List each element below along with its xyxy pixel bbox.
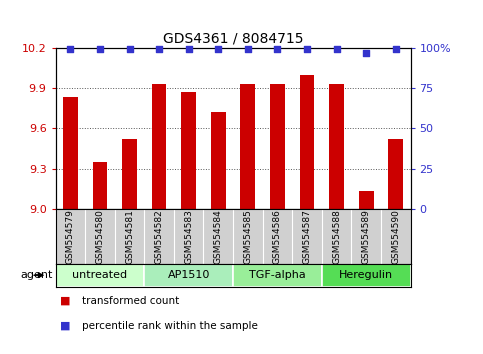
Text: GSM554589: GSM554589	[362, 209, 370, 264]
Text: GSM554587: GSM554587	[302, 209, 312, 264]
Text: GSM554586: GSM554586	[273, 209, 282, 264]
Text: GSM554584: GSM554584	[214, 209, 223, 264]
Point	[392, 47, 399, 52]
Text: ■: ■	[60, 296, 71, 306]
Bar	[359, 192, 373, 209]
Bar	[299, 75, 314, 209]
Text: GSM554588: GSM554588	[332, 209, 341, 264]
Bar	[93, 162, 107, 209]
Text: GSM554582: GSM554582	[155, 209, 164, 264]
Text: percentile rank within the sample: percentile rank within the sample	[82, 321, 258, 331]
Bar	[241, 84, 255, 209]
Point	[303, 46, 311, 51]
Point	[214, 47, 222, 52]
Bar	[211, 112, 226, 209]
Bar	[56, 264, 144, 287]
Point	[244, 47, 252, 52]
Point	[155, 47, 163, 52]
Point	[273, 47, 281, 52]
Text: untreated: untreated	[72, 270, 128, 280]
Text: GSM554581: GSM554581	[125, 209, 134, 264]
Text: transformed count: transformed count	[82, 296, 179, 306]
Text: Heregulin: Heregulin	[339, 270, 393, 280]
Text: GSM554580: GSM554580	[96, 209, 104, 264]
Text: GSM554579: GSM554579	[66, 209, 75, 264]
Bar	[63, 97, 78, 209]
Bar	[388, 139, 403, 209]
Text: GSM554583: GSM554583	[184, 209, 193, 264]
Text: GSM554590: GSM554590	[391, 209, 400, 264]
Point	[96, 47, 104, 52]
Text: AP1510: AP1510	[168, 270, 210, 280]
Text: TGF-alpha: TGF-alpha	[249, 270, 306, 280]
Bar	[144, 264, 233, 287]
Point	[333, 47, 341, 52]
Title: GDS4361 / 8084715: GDS4361 / 8084715	[163, 31, 303, 45]
Bar	[122, 139, 137, 209]
Bar	[181, 92, 196, 209]
Point	[67, 47, 74, 52]
Bar	[329, 84, 344, 209]
Text: agent: agent	[21, 270, 53, 280]
Text: GSM554585: GSM554585	[243, 209, 252, 264]
Point	[185, 47, 193, 52]
Bar	[270, 84, 285, 209]
Text: ■: ■	[60, 321, 71, 331]
Bar	[233, 264, 322, 287]
Point	[126, 47, 133, 52]
Bar	[322, 264, 411, 287]
Bar	[152, 84, 167, 209]
Point	[362, 50, 370, 56]
